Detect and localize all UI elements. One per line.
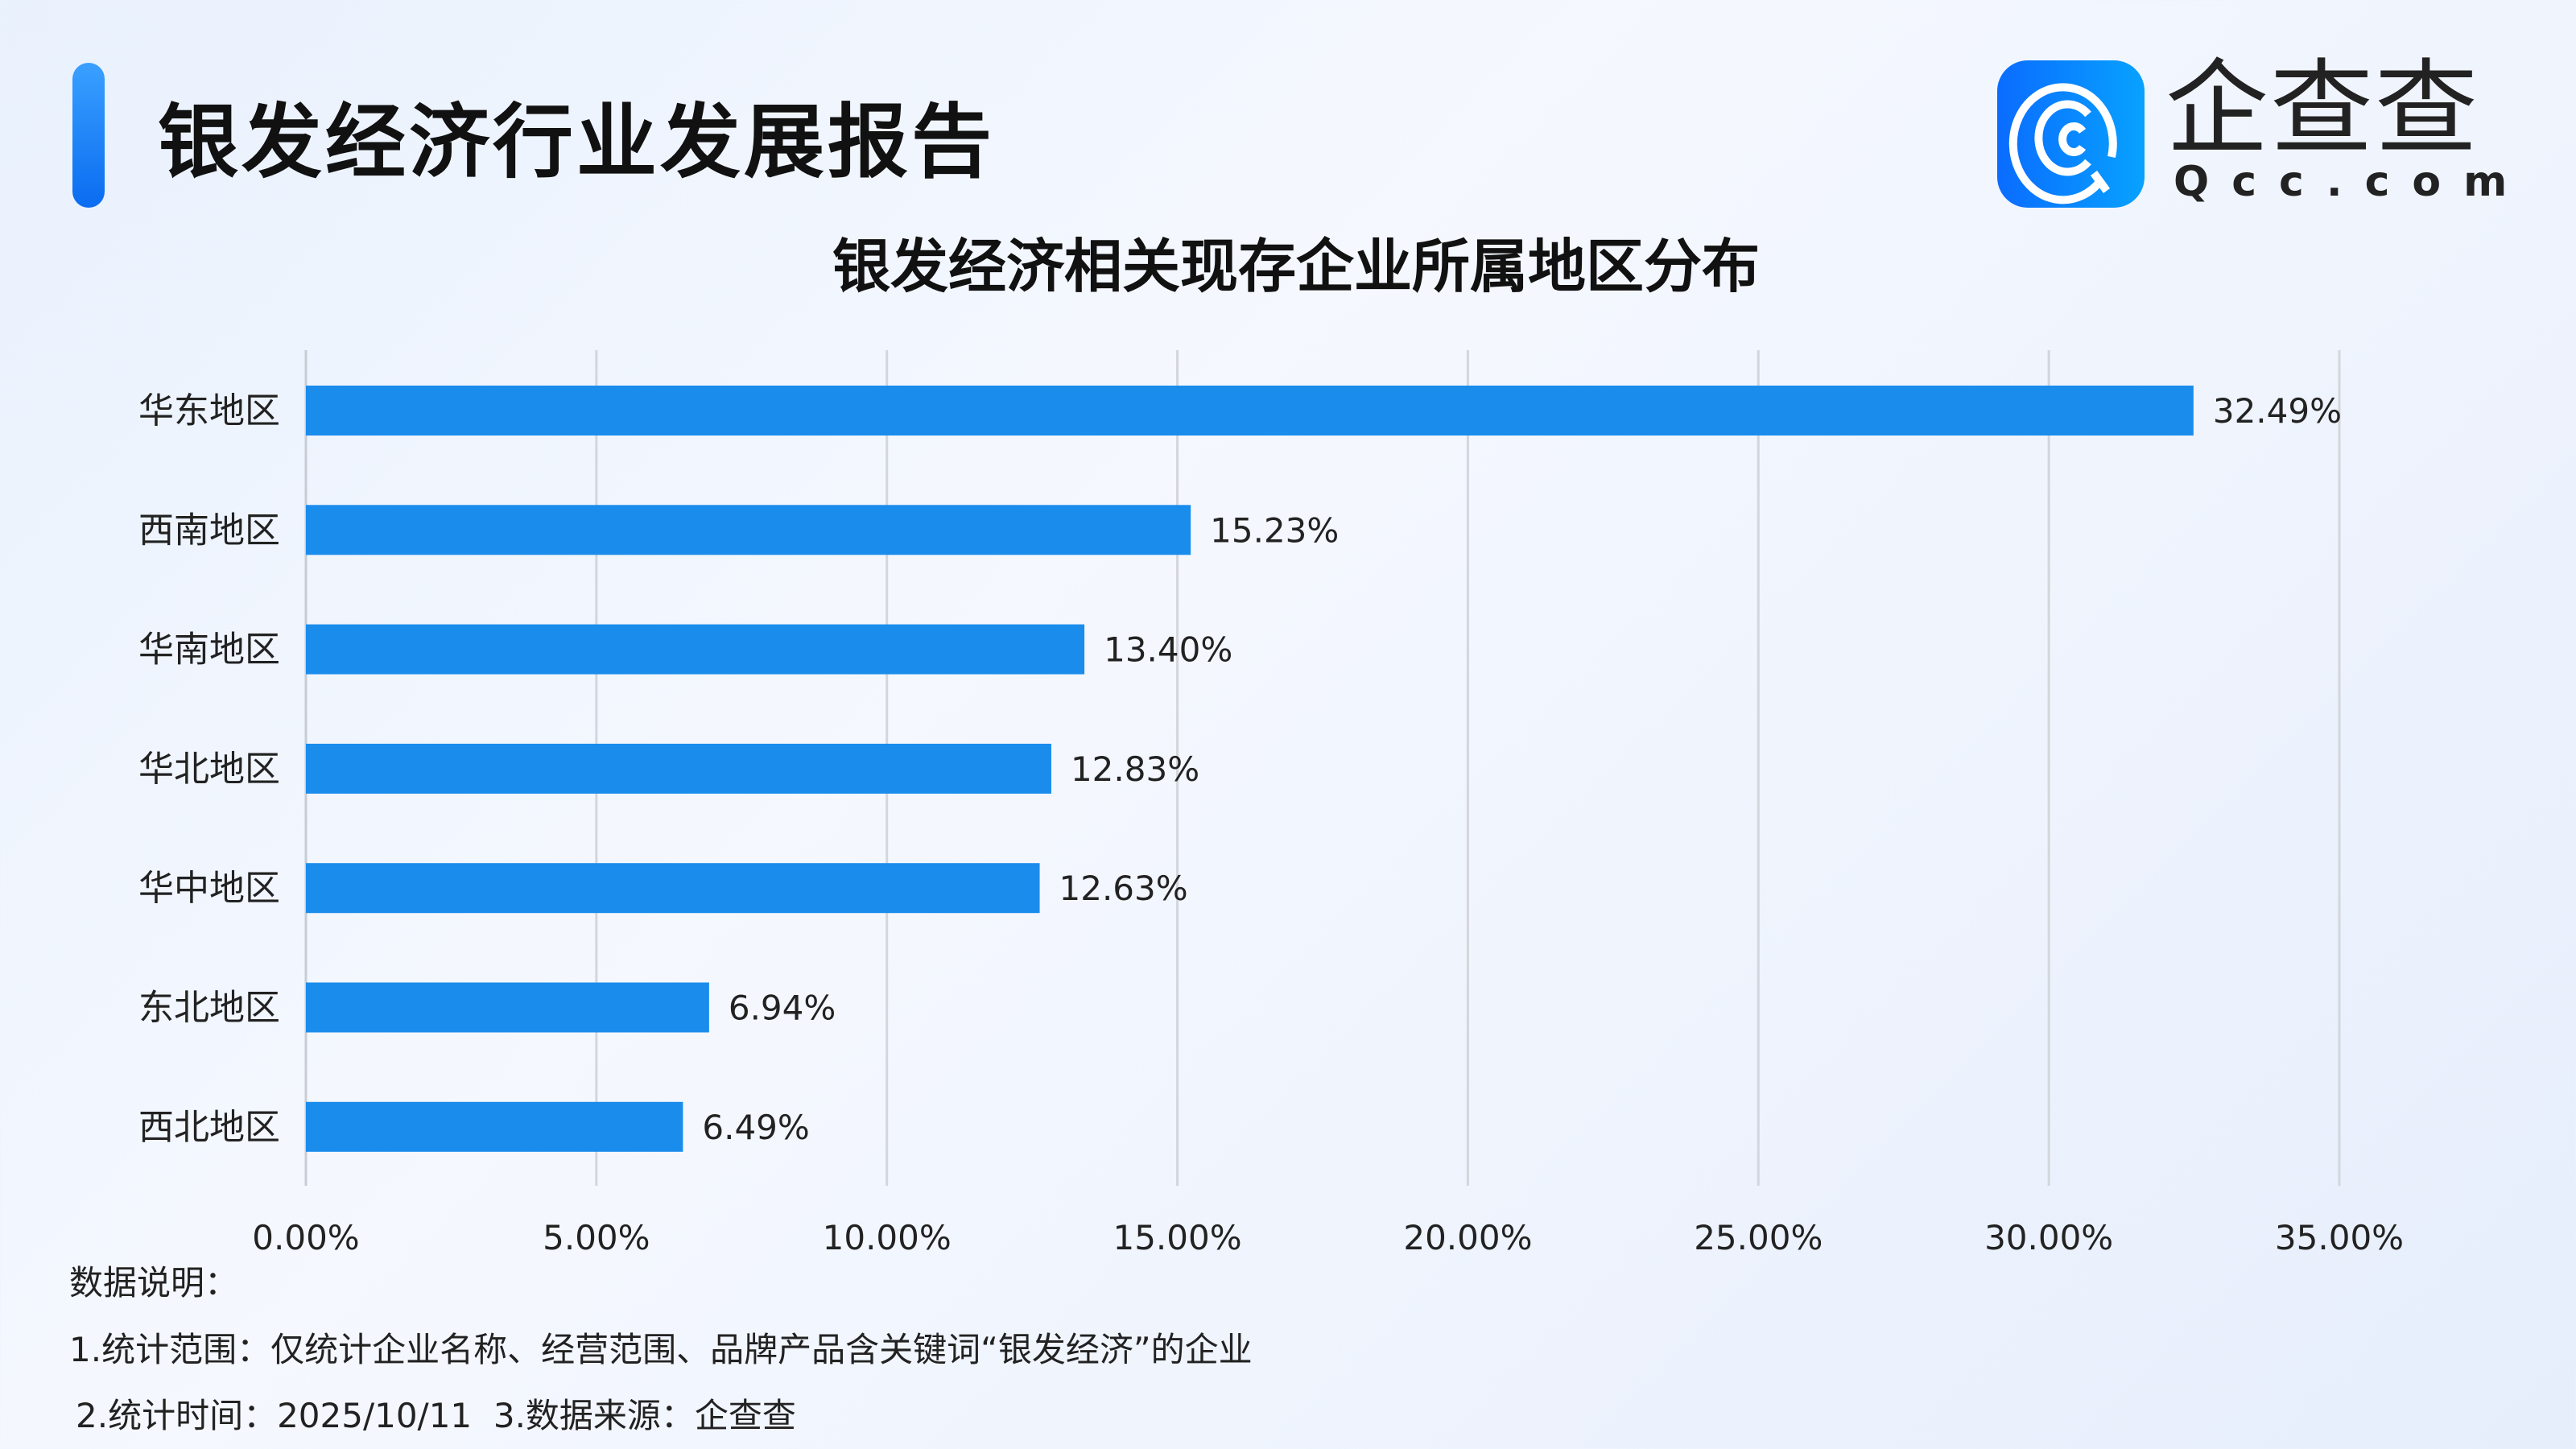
x-tick-label: 10.00% [823,1218,952,1257]
category-label: 华北地区 [138,749,280,790]
qcc-logo-icon [1997,60,2145,208]
x-tick-label: 15.00% [1113,1218,1241,1257]
category-label: 华南地区 [138,630,280,671]
category-label: 东北地区 [138,988,280,1029]
footer-time-source-note: 2.统计时间：2025/10/11 3.数据来源：企查查 [76,1396,796,1435]
footer-scope-note: 1.统计范围：仅统计企业名称、经营范围、品牌产品含关键词“银发经济”的企业 [69,1330,1253,1369]
x-tick-label: 35.00% [2275,1218,2404,1257]
report-title: 银发经济行业发展报告 [158,95,995,189]
data-label: 12.63% [1059,869,1188,908]
title-accent-bar [72,63,105,208]
category-label: 西南地区 [138,510,280,551]
x-tick-label: 30.00% [1984,1218,2113,1257]
footer-heading: 数据说明： [69,1263,239,1302]
data-label: 12.83% [1071,749,1199,789]
bar [306,1101,683,1152]
bar [306,743,1051,794]
data-label: 6.49% [702,1108,809,1147]
x-tick-label: 5.00% [543,1218,650,1257]
category-label: 华东地区 [138,390,280,431]
x-tick-label: 25.00% [1694,1218,1823,1257]
data-label: 6.94% [729,989,836,1028]
category-label: 西北地区 [138,1107,280,1148]
x-tick-label: 0.00% [252,1218,359,1257]
bar [306,386,2194,436]
x-tick-label: 20.00% [1403,1218,1532,1257]
data-label: 15.23% [1210,510,1339,550]
bar [306,505,1191,555]
bar [306,863,1040,914]
bar [306,624,1085,675]
bar [306,982,709,1033]
data-label: 32.49% [2213,391,2342,431]
qcc-logo-domain: Qcc.com [2174,158,2530,206]
category-label: 华中地区 [138,868,280,909]
data-label: 13.40% [1104,630,1232,670]
chart-title: 银发经济相关现存企业所属地区分布 [832,233,1760,300]
qcc-logo-text: 企查查 [2165,49,2480,169]
